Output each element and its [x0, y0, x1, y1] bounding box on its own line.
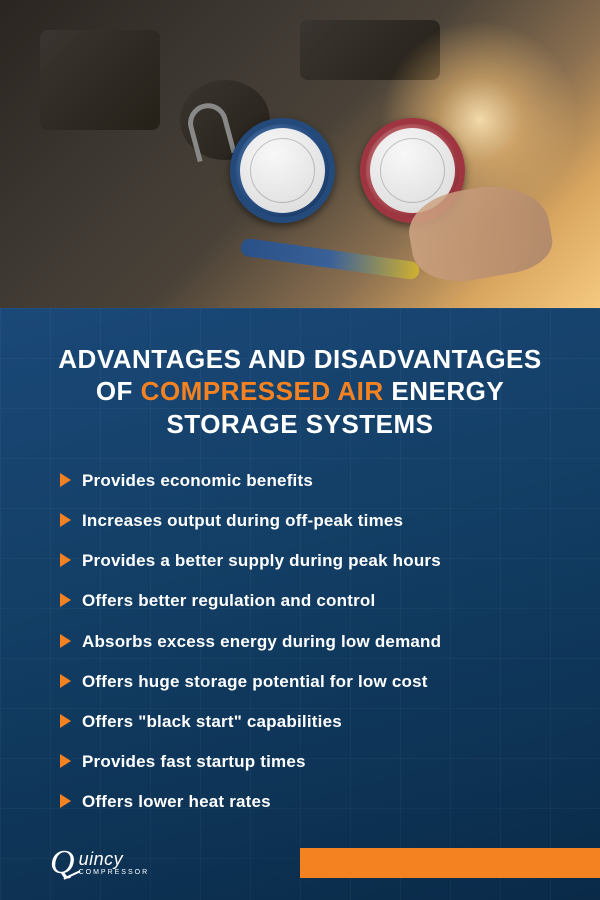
gauge-face — [240, 128, 325, 213]
list-item: Offers huge storage potential for low co… — [60, 671, 550, 693]
title-line-3: STORAGE SYSTEMS — [166, 409, 433, 439]
title-line-2-post: ENERGY — [384, 376, 505, 406]
hose-shape — [240, 237, 421, 280]
list-item: Provides economic benefits — [60, 470, 550, 492]
logo-glyph: Q — [50, 846, 75, 880]
title-line-2-pre: OF — [96, 376, 141, 406]
accent-bar — [300, 848, 600, 878]
list-item: Absorbs excess energy during low demand — [60, 631, 550, 653]
title-highlight: COMPRESSED AIR — [141, 376, 384, 406]
title-line-1: ADVANTAGES AND DISADVANTAGES — [58, 344, 541, 374]
page-title: ADVANTAGES AND DISADVANTAGES OF COMPRESS… — [50, 343, 550, 441]
list-item: Offers "black start" capabilities — [60, 711, 550, 733]
infographic-container: ADVANTAGES AND DISADVANTAGES OF COMPRESS… — [0, 0, 600, 900]
logo-main: uincy — [79, 850, 150, 868]
hero-image — [0, 0, 600, 308]
list-item: Offers lower heat rates — [60, 791, 550, 813]
list-item: Provides fast startup times — [60, 751, 550, 773]
footer: Q uincy COMPRESSOR — [50, 831, 550, 880]
logo-text: uincy COMPRESSOR — [79, 850, 150, 876]
content-panel: ADVANTAGES AND DISADVANTAGES OF COMPRESS… — [0, 308, 600, 900]
bullet-list: Provides economic benefits Increases out… — [50, 470, 550, 831]
brand-logo: Q uincy COMPRESSOR — [50, 846, 149, 880]
engine-part — [40, 30, 160, 130]
logo-sub: COMPRESSOR — [79, 869, 150, 876]
list-item: Increases output during off-peak times — [60, 510, 550, 532]
gauge-blue — [230, 118, 335, 223]
list-item: Offers better regulation and control — [60, 590, 550, 612]
list-item: Provides a better supply during peak hou… — [60, 550, 550, 572]
